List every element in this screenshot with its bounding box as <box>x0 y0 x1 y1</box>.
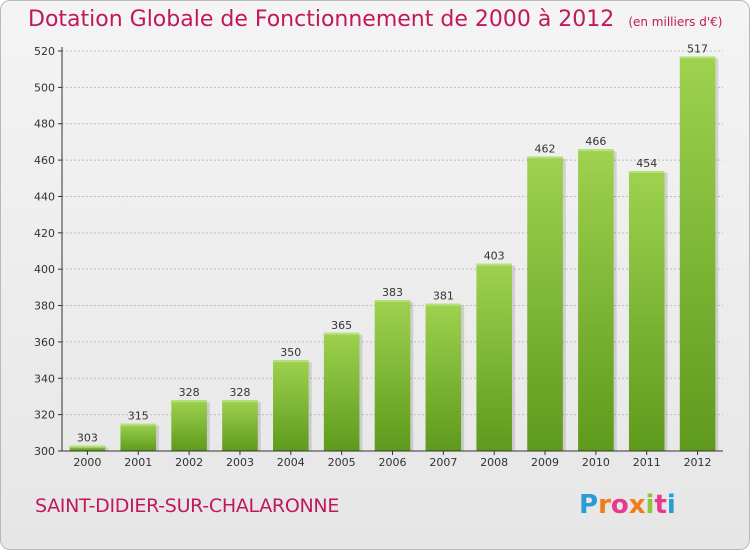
bar-value-label: 328 <box>179 386 200 399</box>
bar-top <box>69 445 106 448</box>
y-tick-label: 440 <box>34 190 55 203</box>
logo-letter: r <box>598 490 611 520</box>
commune-name: SAINT-DIDIER-SUR-CHALARONNE <box>35 495 340 517</box>
bar-top <box>679 56 716 59</box>
x-tick-label: 2007 <box>429 456 457 469</box>
bar-top <box>222 400 258 403</box>
bar <box>323 332 360 451</box>
bar <box>222 400 258 451</box>
axes: 300 320 340 360 380 400 420 440 460 480 500 520 2000… <box>34 45 723 469</box>
bar-top <box>171 400 207 403</box>
x-tick-label: 2005 <box>328 456 356 469</box>
logo-letter: x <box>628 490 646 520</box>
x-tick-label: 2006 <box>379 456 407 469</box>
y-tick-label: 360 <box>34 336 55 349</box>
bar <box>476 263 512 451</box>
x-tick-label: 2012 <box>684 456 712 469</box>
chart-unit: (en milliers d'€) <box>628 15 723 29</box>
bar-top <box>578 149 614 152</box>
y-tick-label: 400 <box>34 263 55 276</box>
y-tick-label: 420 <box>34 227 55 240</box>
bar <box>120 423 157 451</box>
bar-value-label: 403 <box>484 250 505 263</box>
logo-letter: t <box>654 490 667 520</box>
y-tick-label: 500 <box>34 81 55 94</box>
bar <box>679 56 716 452</box>
bar <box>628 171 665 451</box>
x-tick-label: 2009 <box>531 456 559 469</box>
bar-value-label: 462 <box>535 142 556 155</box>
bar-value-label: 303 <box>77 432 98 445</box>
bar <box>425 303 462 451</box>
bar-top <box>628 171 665 173</box>
bar <box>273 360 309 451</box>
y-tick-label: 340 <box>34 372 55 385</box>
bar-value-label: 328 <box>229 386 250 399</box>
logo-letter: o <box>610 490 629 520</box>
bar-value-label: 365 <box>331 319 352 332</box>
y-tick-label: 480 <box>34 118 55 131</box>
x-tick-label: 2001 <box>124 456 152 469</box>
bar-top <box>120 423 157 426</box>
bar-top <box>527 156 563 159</box>
bar-top <box>273 360 309 363</box>
bar <box>171 400 207 451</box>
bar-value-label: 381 <box>433 290 454 303</box>
x-tick-label: 2004 <box>277 456 305 469</box>
bar-value-label: 517 <box>687 42 708 55</box>
chart-title: Dotation Globale de Fonctionnement de 20… <box>28 7 615 32</box>
y-tick-label: 380 <box>34 300 55 313</box>
y-tick-label: 460 <box>34 154 55 167</box>
proxiti-logo[interactable]: Proxiti <box>579 490 676 520</box>
bar <box>374 300 411 451</box>
bar <box>69 445 106 451</box>
bar <box>578 149 614 451</box>
bar-top <box>374 300 411 303</box>
y-tick-label: 520 <box>34 45 55 58</box>
bars: 303 315 328 328 350 365 383 381 403 462 466 454 517 <box>69 42 719 452</box>
bar-value-label: 454 <box>636 157 657 170</box>
y-tick-label: 320 <box>34 409 55 422</box>
logo-letter: i <box>666 490 676 520</box>
bar-value-label: 350 <box>280 346 301 359</box>
logo-letter: i <box>645 490 655 520</box>
bar-top <box>476 263 512 266</box>
x-tick-label: 2010 <box>582 456 610 469</box>
x-tick-label: 2000 <box>73 456 101 469</box>
bar <box>527 156 563 452</box>
bar-value-label: 383 <box>382 286 403 299</box>
x-tick-label: 2003 <box>226 456 254 469</box>
bar-top <box>425 303 462 306</box>
title-row: Dotation Globale de Fonctionnement de 20… <box>28 7 722 32</box>
x-tick-label: 2011 <box>633 456 661 469</box>
bar-value-label: 315 <box>128 410 149 423</box>
bar-top <box>323 332 360 335</box>
x-tick-label: 2002 <box>175 456 203 469</box>
y-tick-label: 300 <box>34 445 55 458</box>
bar-value-label: 466 <box>585 135 606 148</box>
x-tick-label: 2008 <box>480 456 508 469</box>
logo-letter: P <box>579 490 599 520</box>
